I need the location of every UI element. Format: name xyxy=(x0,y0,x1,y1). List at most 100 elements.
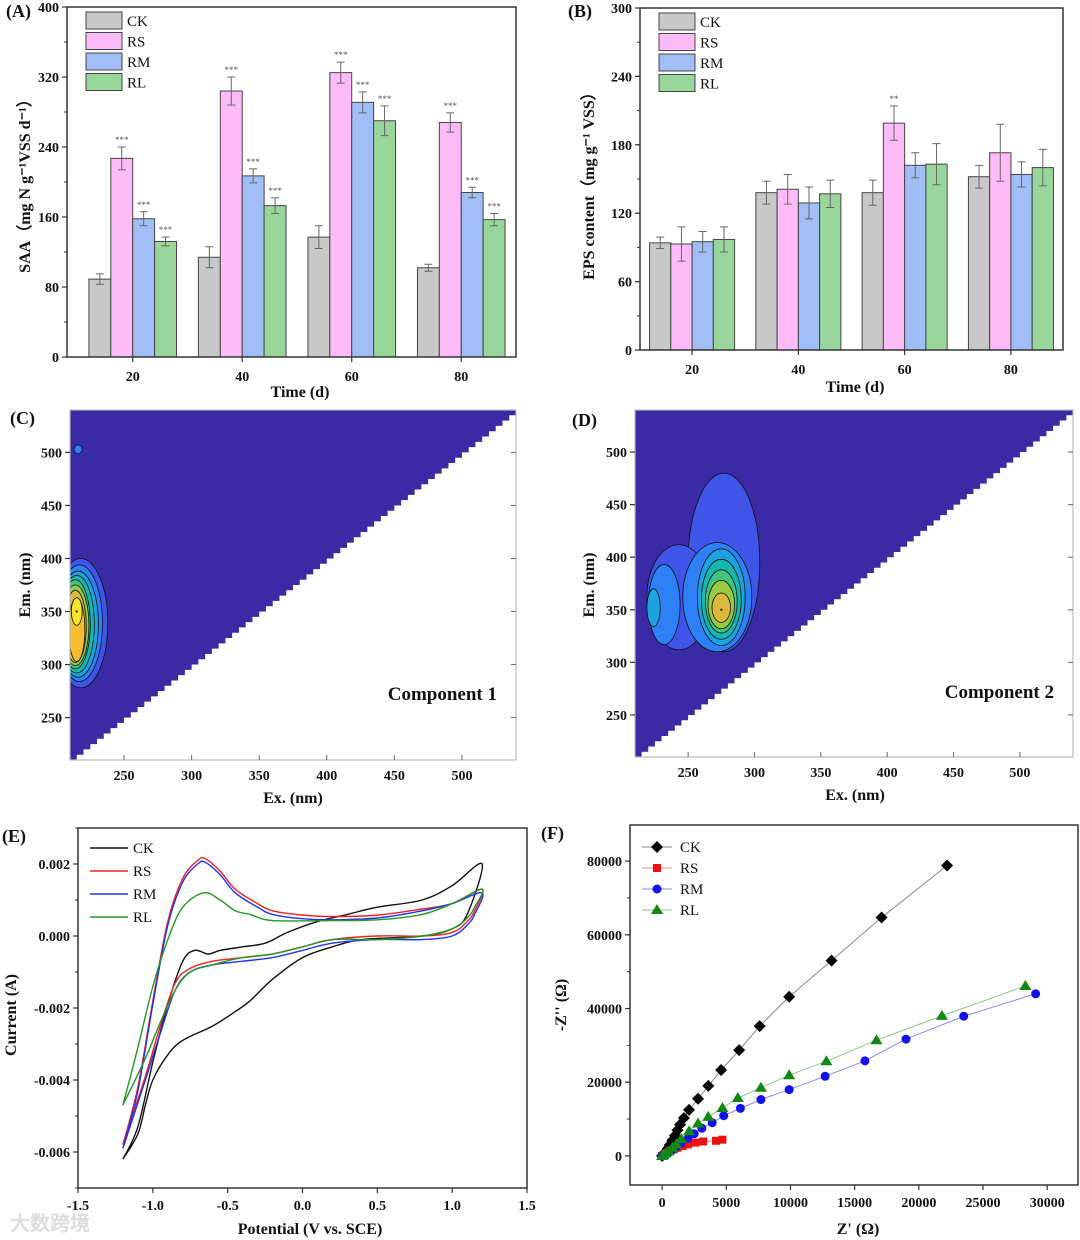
x-tick-label: 0 xyxy=(659,1196,666,1211)
panel-letter: (A) xyxy=(6,1,31,22)
error-bar xyxy=(205,246,214,269)
bar-rm-80 xyxy=(460,192,484,358)
bar-rs-80 xyxy=(438,122,462,358)
bar-rm-20 xyxy=(132,218,156,358)
x-tick-label: 250 xyxy=(678,766,699,781)
data-point-rl xyxy=(683,1125,696,1136)
x-tick-label: 1.0 xyxy=(443,1199,461,1214)
y-tick-label: 40000 xyxy=(587,1003,622,1018)
legend-marker-ck xyxy=(651,841,663,853)
x-axis-title: Ex. (nm) xyxy=(825,787,885,804)
error-bar xyxy=(677,226,686,262)
error-bar xyxy=(804,186,813,220)
data-point-rm xyxy=(735,1103,745,1113)
x-tick-label: 0.0 xyxy=(294,1199,312,1214)
nyquist-plot xyxy=(656,859,1041,1162)
x-tick-label: 500 xyxy=(1009,766,1030,781)
data-point-rl xyxy=(1019,980,1032,991)
significance-mark: *** xyxy=(159,225,173,235)
x-tick-label: 450 xyxy=(384,769,405,784)
bar-ck-40 xyxy=(197,256,221,358)
peak-marker xyxy=(75,610,78,613)
error-bar xyxy=(271,197,280,214)
legend-label: RL xyxy=(133,910,152,926)
legend-label: RM xyxy=(680,882,703,898)
plot-frame xyxy=(629,824,1079,1186)
data-point-rs xyxy=(691,1138,700,1147)
y-tick-label: -0.002 xyxy=(34,1002,70,1017)
data-point-rm xyxy=(719,1111,729,1121)
x-tick-label: 1.5 xyxy=(518,1199,536,1214)
data-point-ck xyxy=(825,954,838,967)
significance-mark: *** xyxy=(356,80,370,90)
data-point-rs xyxy=(683,1140,692,1149)
y-tick-label: 80 xyxy=(45,281,59,296)
eem-region xyxy=(70,410,516,760)
significance-mark: *** xyxy=(115,135,129,145)
x-tick-label: 300 xyxy=(181,769,202,784)
data-point-ck xyxy=(683,1103,696,1116)
y-tick-label: 180 xyxy=(611,139,632,154)
error-bar xyxy=(161,236,170,247)
legend-label: CK xyxy=(680,840,701,856)
nyquist-line-rm xyxy=(661,993,1036,1157)
legend-label: RM xyxy=(133,887,156,903)
x-tick-label: 0.5 xyxy=(369,1199,387,1214)
panel-letter: (E) xyxy=(2,826,26,847)
bar-chart-a: *** *** *** *** *** *** *** *** *** *** *** *** xyxy=(88,50,506,358)
y-tick-label: 0 xyxy=(615,1150,622,1165)
legend-label: RS xyxy=(127,35,145,51)
error-bar xyxy=(868,179,877,206)
contour-level-2 xyxy=(73,444,83,454)
x-tick-label: 80 xyxy=(1004,363,1018,378)
y-tick-label: 400 xyxy=(38,1,59,16)
data-point-rm xyxy=(784,1085,794,1095)
panel-letter: (C) xyxy=(10,408,35,429)
bar-rl-40 xyxy=(819,193,842,351)
legend-marker-rs xyxy=(653,864,661,872)
x-tick-label: 40 xyxy=(235,370,249,385)
component-label: Component 1 xyxy=(388,684,497,705)
legend-label: RS xyxy=(133,864,151,880)
y-tick-label: -0.006 xyxy=(34,1146,70,1161)
error-bar xyxy=(117,146,126,171)
data-point-rl xyxy=(670,1138,683,1149)
legend-label: RL xyxy=(700,77,719,93)
x-tick-label: 350 xyxy=(810,766,831,781)
error-bar xyxy=(932,143,941,186)
data-point-ck xyxy=(715,1064,728,1077)
x-tick-label: 20 xyxy=(685,363,699,378)
x-tick-label: 20000 xyxy=(901,1196,936,1211)
significance-mark: *** xyxy=(268,186,282,196)
bar-rl-80 xyxy=(482,219,506,358)
data-point-rm xyxy=(820,1071,830,1081)
error-bar xyxy=(826,179,835,208)
y-tick-label: 0 xyxy=(625,344,632,359)
bar-ck-80 xyxy=(967,176,991,351)
x-tick-label: 30000 xyxy=(1030,1196,1065,1211)
contour-level-3 xyxy=(646,588,661,628)
error-bar xyxy=(975,164,984,189)
bar-rl-40 xyxy=(263,205,287,358)
data-point-rm xyxy=(1031,989,1041,999)
bar-rs-80 xyxy=(989,152,1012,351)
data-point-rl xyxy=(783,1069,796,1080)
y-tick-label: 240 xyxy=(611,70,632,85)
data-point-rs xyxy=(718,1135,727,1144)
x-tick-label: 450 xyxy=(943,766,964,781)
bar-rl-60 xyxy=(925,163,948,351)
x-tick-label: 250 xyxy=(114,769,135,784)
y-tick-label: 60 xyxy=(618,276,632,291)
bar-rl-20 xyxy=(154,241,178,358)
error-bar xyxy=(911,152,920,179)
data-point-rl xyxy=(692,1117,705,1128)
significance-mark: ** xyxy=(890,94,900,104)
y-tick-label: 20000 xyxy=(587,1076,622,1091)
data-point-rl xyxy=(716,1101,729,1112)
x-tick-label: 80 xyxy=(454,370,468,385)
nyquist-line-ck xyxy=(661,865,948,1157)
x-tick-label: 40 xyxy=(791,363,805,378)
error-bar xyxy=(996,123,1005,182)
legend-label: RL xyxy=(127,76,146,92)
